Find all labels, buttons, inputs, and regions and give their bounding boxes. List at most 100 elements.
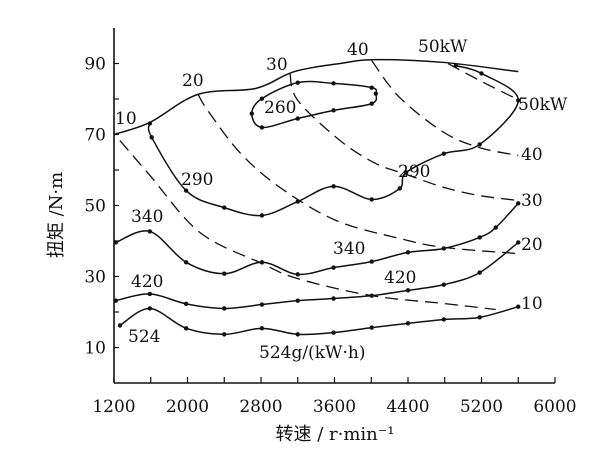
- bsfc-point: [183, 301, 189, 307]
- power-line-20: [197, 94, 517, 255]
- full-load-curve: [113, 58, 519, 136]
- x-tick-label: 2800: [239, 397, 282, 417]
- bsfc-contour-290: [147, 64, 520, 217]
- bsfc-point: [259, 96, 265, 101]
- labels: 10 20 30 40 50kW 50kW 40 30 20 10 260 290 290 340 340 4…: [115, 37, 568, 363]
- bsfc-point: [331, 330, 336, 335]
- x-tick-label: 1200: [92, 397, 135, 417]
- y-tick-label: 10: [84, 339, 106, 359]
- bsfc-point: [369, 197, 374, 202]
- bsfc-point: [477, 315, 482, 320]
- bsfc-point: [222, 306, 227, 311]
- bsfc-point: [441, 282, 447, 287]
- bsfc-point: [403, 170, 409, 175]
- power-line-50kW: [447, 62, 517, 100]
- annotation-c290-left: 290: [181, 170, 213, 190]
- bsfc-point: [369, 259, 374, 264]
- bsfc-point: [259, 260, 265, 265]
- annotation-top-40: 40: [347, 40, 369, 60]
- bsfc-point: [117, 323, 123, 328]
- bsfc-point: [331, 265, 336, 270]
- bsfc-point: [516, 201, 521, 206]
- bsfc-point: [331, 81, 336, 86]
- annotation-c340-left: 340: [131, 207, 163, 227]
- annotation-top-20: 20: [182, 71, 204, 91]
- y-axis-label: 扭矩 /N·m: [46, 172, 67, 258]
- bsfc-point: [183, 260, 189, 265]
- bsfc-contour-340: [115, 202, 519, 276]
- bsfc-contour-420: [115, 241, 519, 310]
- bsfc-point: [222, 332, 227, 337]
- annotation-c340-mid: 340: [333, 239, 365, 259]
- bsfc-point: [113, 240, 119, 245]
- bsfc-point: [477, 270, 482, 275]
- annotation-c524-left: 524: [128, 327, 160, 347]
- power-line-10: [119, 140, 496, 311]
- annotation-c420-left: 420: [131, 272, 163, 292]
- bsfc-point: [259, 326, 265, 331]
- bsfc-point: [295, 80, 300, 85]
- bsfc-point: [295, 116, 300, 121]
- bsfc-point: [441, 317, 447, 322]
- bsfc-point: [441, 151, 447, 156]
- x-tick-label: 4400: [386, 397, 429, 417]
- bsfc-point: [147, 291, 153, 297]
- annotation-top-50: 50kW: [418, 37, 468, 57]
- x-tick-label: 5200: [460, 397, 503, 417]
- y-tick-label: 30: [84, 268, 106, 288]
- bsfc-point: [249, 111, 255, 116]
- bsfc-point: [331, 184, 336, 189]
- bsfc-point: [405, 321, 411, 326]
- bsfc-point: [477, 235, 482, 240]
- bsfc-point: [149, 135, 154, 140]
- x-tick-label: 3600: [313, 397, 356, 417]
- bsfc-point: [331, 108, 336, 113]
- annotation-c524-unit: 524g/(kW·h): [259, 343, 365, 363]
- bsfc-point: [147, 306, 153, 311]
- bsfc-point: [441, 246, 447, 251]
- y-tick-label: 50: [84, 197, 106, 217]
- bsfc-point: [113, 298, 119, 303]
- y-tick-label: 90: [84, 55, 106, 75]
- bsfc-point: [295, 199, 300, 204]
- bsfc-point: [147, 121, 153, 126]
- bsfc-point: [295, 298, 300, 303]
- bsfc-point: [259, 302, 265, 307]
- bsfc-point: [331, 296, 336, 301]
- bsfc-point: [516, 240, 521, 245]
- axes: 1200 2000 2800 3600 4400 5200 6000 10 30 50 70 90: [84, 28, 577, 417]
- bsfc-point: [479, 71, 484, 76]
- bsfc-point: [405, 250, 411, 255]
- annotation-c290-right: 290: [398, 162, 430, 182]
- bsfc-point: [477, 142, 482, 147]
- annotation-c420-mid: 420: [384, 268, 416, 288]
- bsfc-point: [147, 229, 153, 234]
- x-tick-label: 2000: [166, 397, 209, 417]
- bsfc-point: [516, 304, 521, 309]
- bsfc-point: [222, 271, 227, 276]
- bsfc-point: [369, 325, 374, 330]
- annotation-right-10: 10: [521, 294, 543, 314]
- bsfc-point: [369, 85, 374, 90]
- bsfc-point: [397, 186, 402, 191]
- annotation-right-30: 30: [521, 191, 543, 211]
- bsfc-point: [405, 288, 411, 293]
- curves: [113, 58, 521, 337]
- bsfc-point: [453, 63, 458, 68]
- bsfc-point: [369, 101, 374, 106]
- annotation-c260: 260: [264, 98, 296, 118]
- annotation-right-40: 40: [521, 145, 543, 165]
- bsfc-point: [259, 125, 265, 130]
- bsfc-point: [493, 225, 498, 230]
- bsfc-point: [259, 213, 265, 218]
- bsfc-contour-524: [119, 305, 519, 336]
- bsfc-point: [183, 188, 189, 193]
- bsfc-point: [373, 91, 379, 96]
- annotation-top-30: 30: [266, 55, 288, 75]
- annotation-top-10: 10: [115, 109, 137, 129]
- bsfc-point: [516, 98, 521, 103]
- bsfc-point: [295, 272, 300, 277]
- x-tick-label: 6000: [533, 397, 576, 417]
- bsfc-point: [183, 326, 189, 331]
